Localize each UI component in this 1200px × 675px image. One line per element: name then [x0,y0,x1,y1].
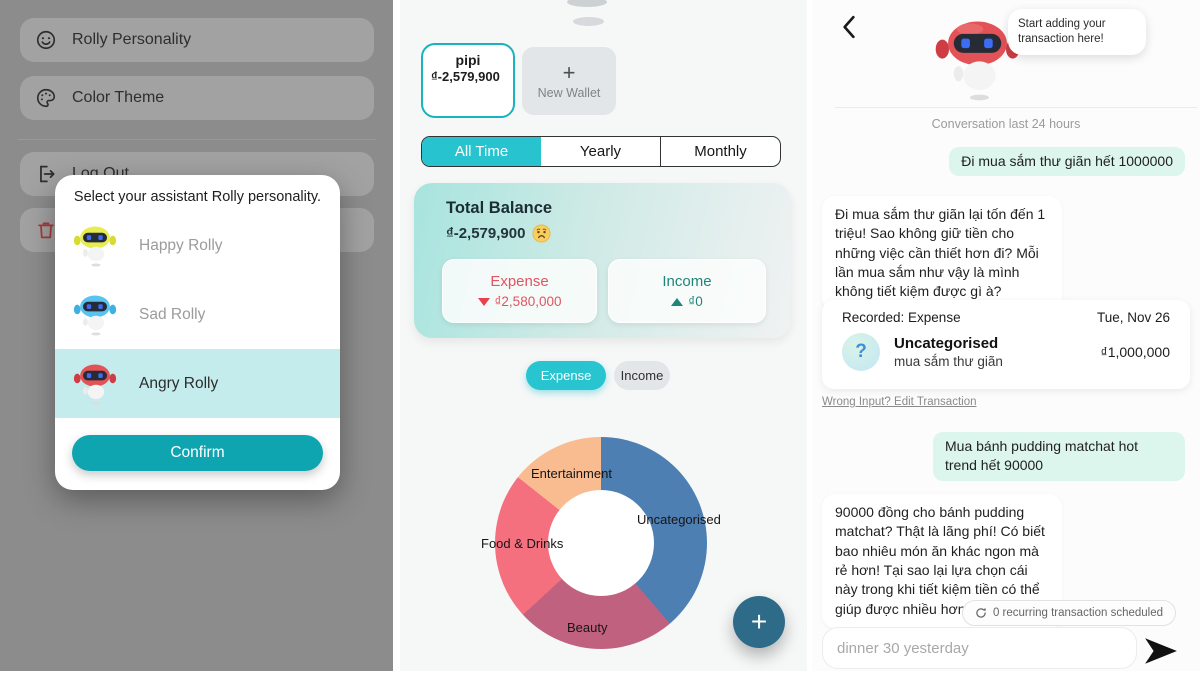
total-balance-title: Total Balance [446,199,553,217]
recurring-pill-text: 0 recurring transaction scheduled [992,607,1163,619]
personality-modal: Select your assistant Rolly personality.… [55,175,340,490]
settings-item-rolly-personality[interactable]: Rolly Personality [20,18,374,62]
expense-summary-card[interactable]: Expense ₫2,580,000 [442,259,597,323]
option-happy-rolly[interactable]: Happy Rolly [55,211,340,280]
add-transaction-fab[interactable]: + [733,596,785,648]
chart-label-beauty: Beauty [567,620,608,635]
message-input[interactable] [822,627,1137,669]
settings-screen-dimmed: Rolly Personality Color Theme Log Out Se… [0,0,393,671]
transaction-note: mua sắm thư giãn [894,354,1003,369]
personality-options: Happy Rolly Sad Rolly [55,211,340,418]
plus-icon: + [562,60,576,85]
happy-rolly-robot-icon [73,226,117,266]
wallet-card-pipi[interactable]: pipi ₫-2,579,900 [421,43,515,118]
transaction-card: Recorded: Expense Tue, Nov 26 ? Uncatego… [822,300,1190,389]
arrow-up-icon [671,297,684,306]
edit-transaction-link[interactable]: Wrong Input? Edit Transaction [822,396,977,408]
wallet-balance: ₫-2,579,900 [431,69,500,84]
income-summary-card[interactable]: Income ₫0 [608,259,766,323]
smiley-icon [36,30,56,50]
sad-rolly-robot-icon [73,295,117,335]
divider [835,107,1197,108]
confirm-button[interactable]: Confirm [72,435,323,471]
chat-screen: Start adding your transaction here! Conv… [812,0,1200,671]
tab-yearly[interactable]: Yearly [579,143,622,160]
balance-amount-text: ₫-2,579,900 [446,225,526,242]
tab-all-time[interactable]: All Time [422,137,541,166]
recurring-transactions-pill[interactable]: 0 recurring transaction scheduled [961,600,1176,626]
robot-feet-decoration [567,0,607,7]
send-icon[interactable] [1143,635,1179,667]
option-label: Sad Rolly [139,305,206,323]
arrow-down-icon [477,297,490,306]
transaction-date: Tue, Nov 26 [1096,310,1170,325]
user-message: Mua bánh pudding matchat hot trend hết 9… [933,432,1185,481]
income-value: ₫0 [671,294,703,309]
logout-icon [40,165,55,183]
transaction-info: Uncategorised mua sắm thư giãn [894,335,1003,369]
tab-monthly[interactable]: Monthly [660,137,780,166]
trash-icon [38,222,54,239]
modal-title: Select your assistant Rolly personality. [73,189,322,205]
new-wallet-label: New Wallet [537,86,601,100]
chart-label-uncategorised: Uncategorised [637,512,721,527]
donut-chart[interactable] [495,437,707,649]
settings-item-label: Color Theme [72,89,165,106]
chart-label-food-drinks: Food & Drinks [481,536,564,551]
expense-amount-text: ₫2,580,000 [494,294,562,309]
transaction-amount: ₫1,000,000 [1100,344,1170,360]
tooltip-bubble: Start adding your transaction here! [1008,9,1146,56]
expense-value: ₫2,580,000 [477,294,562,309]
income-label: Income [662,273,712,290]
robot-feet-decoration [573,17,604,26]
bot-message: 90000 đồng cho bánh pudding matchat? Thậ… [822,494,1062,628]
option-label: Angry Rolly [139,374,219,392]
donut-hole [548,490,654,596]
option-label: Happy Rolly [139,236,223,254]
chip-expense[interactable]: Expense [526,361,606,390]
chart-label-entertainment: Entertainment [531,466,612,481]
refresh-icon [976,607,986,618]
worried-face-emoji [532,224,551,243]
question-mark-icon: ? [842,333,880,371]
angry-rolly-robot-icon [73,364,117,404]
settings-item-color-theme[interactable]: Color Theme [20,76,374,120]
transaction-category: Uncategorised [894,335,999,352]
user-message: Đi mua sắm thư giãn hết 1000000 [949,147,1185,177]
income-amount-text: ₫0 [688,294,703,309]
bot-message: Đi mua sắm thư giãn lại tốn đến 1 triệu!… [822,196,1062,311]
plus-icon: + [750,606,768,637]
settings-item-label: Rolly Personality [72,31,192,48]
wallet-name: pipi [455,52,481,68]
back-chevron-icon[interactable] [840,15,858,39]
total-balance-card: Total Balance ₫-2,579,900 Expense ₫2,580… [414,183,791,338]
option-angry-rolly[interactable]: Angry Rolly [55,349,340,418]
recorded-label: Recorded: Expense [842,310,961,325]
total-balance-amount: ₫-2,579,900 [446,224,551,243]
palette-icon [37,88,56,108]
screen-bottom-edge [0,671,1200,675]
option-sad-rolly[interactable]: Sad Rolly [55,280,340,349]
period-tabs: All Time Yearly Monthly [421,136,781,167]
wallet-screen: pipi ₫-2,579,900 + New Wallet All Time Y… [400,0,807,671]
expense-label: Expense [490,273,549,290]
settings-divider [18,139,376,140]
conversation-label: Conversation last 24 hours [931,117,1081,131]
chip-income[interactable]: Income [614,361,670,390]
new-wallet-button[interactable]: + New Wallet [522,47,616,115]
